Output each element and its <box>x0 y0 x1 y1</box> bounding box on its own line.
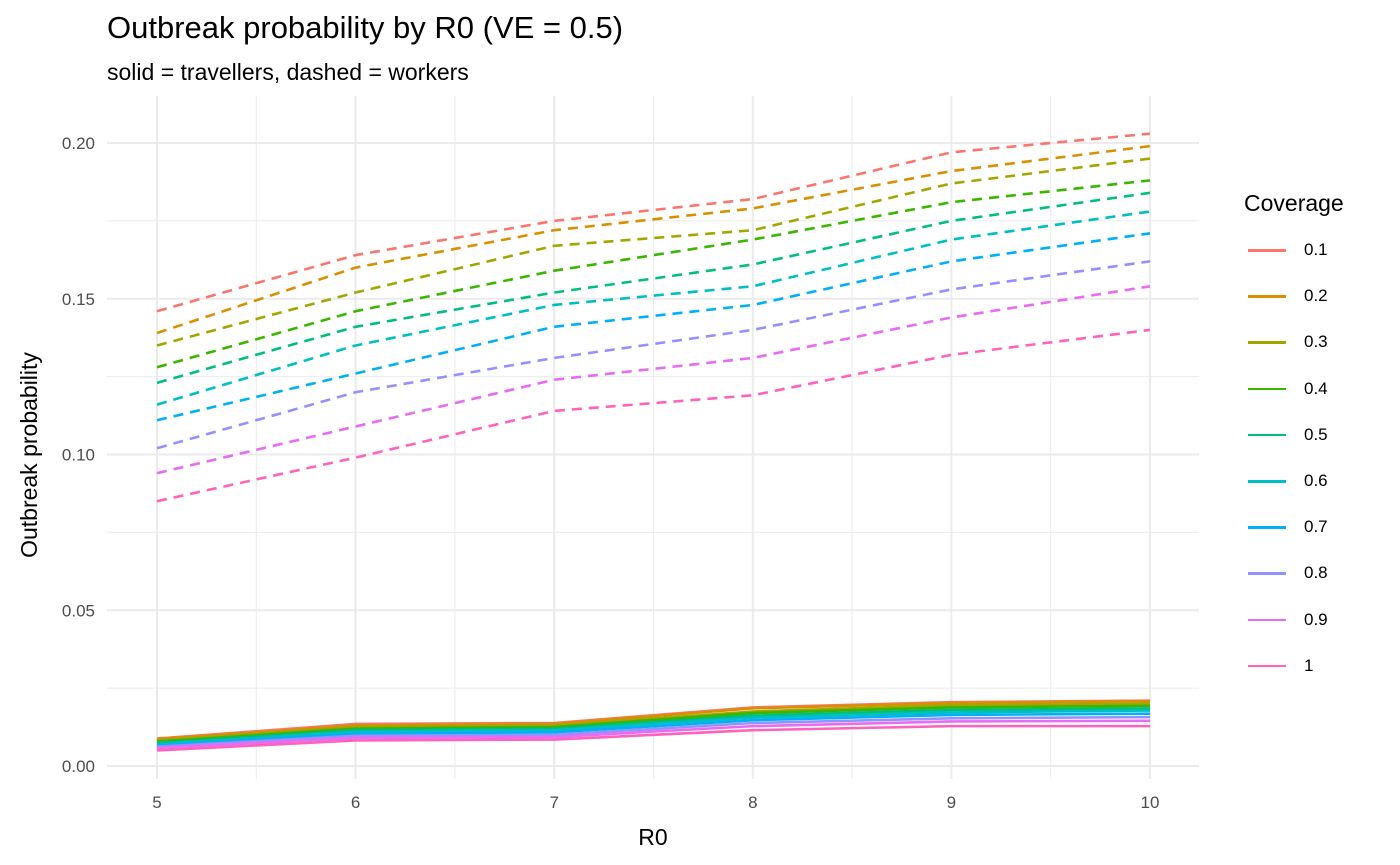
legend-item: 0.9 <box>1244 609 1344 655</box>
x-tick-label: 10 <box>1141 793 1160 812</box>
legend-label: 0.8 <box>1304 563 1328 583</box>
legend-title: Coverage <box>1244 190 1344 216</box>
legend-item: 0.1 <box>1244 239 1344 285</box>
series-line-workers-0.4 <box>156 179 1151 369</box>
legend-item: 0.4 <box>1244 378 1344 424</box>
workers-series-group <box>156 132 1151 503</box>
series-line-travellers-0.8 <box>156 715 1151 748</box>
series-line-travellers-0.3 <box>156 702 1151 742</box>
legend-item: 0.5 <box>1244 424 1344 470</box>
legend-label: 0.4 <box>1304 378 1328 398</box>
y-tick-label: 0.05 <box>62 601 95 620</box>
legend-key-swatch <box>1248 664 1286 668</box>
series-line-travellers-0.7 <box>156 712 1151 747</box>
legend-item: 0.8 <box>1244 562 1344 608</box>
x-tick-label: 7 <box>549 793 558 812</box>
series-line-workers-0.5 <box>156 191 1151 385</box>
legend-key-swatch <box>1248 341 1286 344</box>
series-line-workers-1 <box>156 328 1151 503</box>
y-tick-label: 0.15 <box>62 290 95 309</box>
legend-label: 0.5 <box>1304 424 1328 444</box>
travellers-series-group <box>156 699 1151 752</box>
legend-key-swatch <box>1248 295 1286 298</box>
legend-item: 1 <box>1244 655 1344 701</box>
x-tick-label: 6 <box>351 793 360 812</box>
legend-key-swatch <box>1248 433 1286 437</box>
y-axis-ticks: 0.00 0.05 0.10 0.15 0.20 <box>62 134 95 776</box>
y-tick-label: 0.00 <box>62 757 95 776</box>
chart-subtitle: solid = travellers, dashed = workers <box>107 59 469 85</box>
x-axis-title: R0 <box>638 824 667 850</box>
y-tick-label: 0.20 <box>62 134 95 153</box>
series-line-travellers-0.2 <box>156 699 1151 741</box>
legend-key-swatch <box>1248 387 1286 391</box>
legend-item: 0.6 <box>1244 470 1344 516</box>
legend-label: 0.6 <box>1304 470 1328 490</box>
legend: Coverage 0.1 0.2 0.3 0.4 0.5 0.6 0.7 0.8 0.9 1 <box>1244 190 1344 701</box>
series-line-workers-0.3 <box>156 157 1151 347</box>
legend-items: 0.1 0.2 0.3 0.4 0.5 0.6 0.7 0.8 0.9 1 <box>1244 239 1344 701</box>
legend-label: 1 <box>1304 655 1314 675</box>
legend-item: 0.2 <box>1244 285 1344 331</box>
series-line-workers-0.1 <box>156 132 1151 313</box>
series-line-travellers-1 <box>156 724 1150 752</box>
legend-key-swatch <box>1248 249 1286 252</box>
series-line-travellers-0.9 <box>156 719 1151 750</box>
legend-item: 0.3 <box>1244 331 1344 377</box>
legend-label: 0.1 <box>1304 240 1328 259</box>
x-axis-ticks: 5 6 7 8 9 10 <box>152 793 1159 812</box>
x-tick-label: 5 <box>152 793 161 812</box>
x-tick-label: 8 <box>748 793 757 812</box>
series-line-travellers-0.5 <box>156 707 1151 745</box>
major-gridlines <box>107 96 1199 779</box>
series-line-workers-0.2 <box>156 144 1151 335</box>
legend-key-swatch <box>1248 526 1286 529</box>
series-line-workers-0.6 <box>156 210 1151 406</box>
series-line-travellers-0.6 <box>156 709 1151 746</box>
y-tick-label: 0.10 <box>62 446 95 465</box>
legend-label: 0.9 <box>1304 609 1328 629</box>
legend-item: 0.7 <box>1244 516 1344 562</box>
legend-key-swatch <box>1248 618 1286 622</box>
series-line-workers-0.7 <box>156 232 1151 422</box>
y-axis-title: Outbreak probability <box>16 352 42 558</box>
legend-key-swatch <box>1248 479 1286 483</box>
chart-title: Outbreak probability by R0 (VE = 0.5) <box>107 10 624 45</box>
x-tick-label: 9 <box>947 793 956 812</box>
legend-label: 0.2 <box>1304 286 1328 306</box>
legend-label: 0.3 <box>1304 332 1328 352</box>
series-line-travellers-0.4 <box>156 704 1151 744</box>
series-line-workers-0.9 <box>156 285 1151 475</box>
legend-key-swatch <box>1248 572 1286 575</box>
series-line-workers-0.8 <box>156 260 1151 450</box>
minor-gridlines <box>107 96 1199 779</box>
legend-label: 0.7 <box>1304 517 1328 537</box>
